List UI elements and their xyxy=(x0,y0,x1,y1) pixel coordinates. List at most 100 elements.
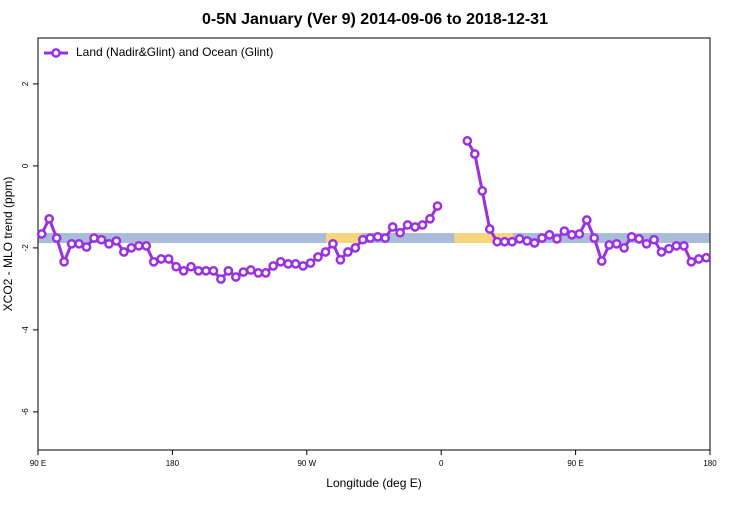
data-point xyxy=(507,236,517,247)
data-point xyxy=(253,268,264,278)
data-point xyxy=(641,238,652,249)
data-point xyxy=(522,236,532,246)
data-point xyxy=(492,236,503,247)
data-point xyxy=(387,222,398,232)
data-point xyxy=(268,261,279,271)
data-point xyxy=(664,243,674,254)
data-point xyxy=(581,215,592,225)
data-point xyxy=(96,234,107,245)
plot-frame xyxy=(37,37,711,451)
data-point xyxy=(425,213,435,224)
data-point xyxy=(686,256,697,267)
data-point xyxy=(402,220,413,230)
band-segment xyxy=(326,233,363,244)
data-point xyxy=(634,234,644,244)
data-point xyxy=(216,274,226,284)
data-point xyxy=(44,213,55,224)
data-point xyxy=(119,247,129,257)
data-point xyxy=(619,243,629,253)
data-point xyxy=(298,261,308,271)
data-point xyxy=(201,266,211,276)
x-axis-label: Longitude (deg E) xyxy=(326,476,421,490)
data-point xyxy=(701,252,712,263)
data-point xyxy=(245,265,256,275)
data-point xyxy=(484,224,495,234)
x-tick-label: 0 xyxy=(439,459,444,468)
data-point xyxy=(260,268,271,278)
band-segment xyxy=(454,233,513,244)
data-point xyxy=(693,254,704,264)
data-point xyxy=(283,259,293,269)
data-point xyxy=(611,238,622,249)
data-point xyxy=(537,233,547,243)
data-point xyxy=(552,234,562,244)
data-point xyxy=(559,226,570,236)
data-point xyxy=(223,266,234,276)
data-point xyxy=(305,258,316,268)
data-point xyxy=(186,261,196,272)
data-point xyxy=(626,231,637,242)
data-point xyxy=(66,238,77,249)
x-tick-label: 180 xyxy=(703,459,717,468)
data-point xyxy=(51,233,62,243)
data-point xyxy=(111,236,122,246)
data-point xyxy=(59,256,69,267)
y-tick-label: 0 xyxy=(21,163,30,168)
data-point xyxy=(275,256,286,267)
data-point xyxy=(649,234,659,245)
data-point xyxy=(148,256,159,267)
y-tick-label: -4 xyxy=(21,326,30,334)
y-axis-label: XCO2 - MLO trend (ppm) xyxy=(1,177,15,312)
data-point xyxy=(395,227,405,238)
data-point xyxy=(171,261,181,272)
data-point xyxy=(469,149,480,159)
data-point xyxy=(574,229,585,239)
y-tick-label: 2 xyxy=(21,81,30,86)
data-point xyxy=(89,233,99,243)
data-point xyxy=(320,247,331,257)
data-point xyxy=(544,229,555,240)
data-point xyxy=(410,222,420,232)
x-tick-label: 90 E xyxy=(30,459,46,468)
data-point xyxy=(141,240,152,251)
legend-marker xyxy=(51,48,61,58)
data-point xyxy=(529,238,540,248)
band-segment xyxy=(512,233,710,244)
data-point xyxy=(350,243,361,253)
data-point xyxy=(313,252,323,262)
data-point xyxy=(290,259,301,269)
data-point xyxy=(163,254,174,264)
data-point xyxy=(133,240,144,251)
data-point xyxy=(596,256,607,266)
data-point xyxy=(238,267,249,277)
data-point xyxy=(671,240,682,251)
data-point xyxy=(178,266,189,276)
data-point xyxy=(193,266,204,276)
x-tick-label: 90 E xyxy=(567,459,583,468)
data-point xyxy=(380,233,391,243)
legend-label: Land (Nadir&Glint) and Ocean (Glint) xyxy=(76,45,273,59)
data-point xyxy=(328,238,338,249)
data-point xyxy=(604,240,615,250)
data-point xyxy=(514,234,525,244)
data-point xyxy=(74,238,84,249)
data-point xyxy=(357,234,368,245)
data-point xyxy=(126,243,137,253)
x-tick-label: 180 xyxy=(166,459,180,468)
data-point xyxy=(335,254,346,265)
data-point xyxy=(462,136,473,146)
data-point xyxy=(156,254,167,264)
data-point xyxy=(343,247,353,257)
chart-title: 0-5N January (Ver 9) 2014-09-06 to 2018-… xyxy=(202,11,548,28)
band-segment xyxy=(38,233,327,244)
data-point xyxy=(477,186,488,196)
data-point xyxy=(365,233,376,243)
series-line xyxy=(40,140,707,282)
x-tick-label: 90 W xyxy=(297,459,316,468)
data-point xyxy=(208,266,219,276)
data-point xyxy=(589,233,600,243)
data-point xyxy=(499,236,510,247)
data-point xyxy=(656,247,667,257)
y-tick-label: -6 xyxy=(21,408,30,416)
